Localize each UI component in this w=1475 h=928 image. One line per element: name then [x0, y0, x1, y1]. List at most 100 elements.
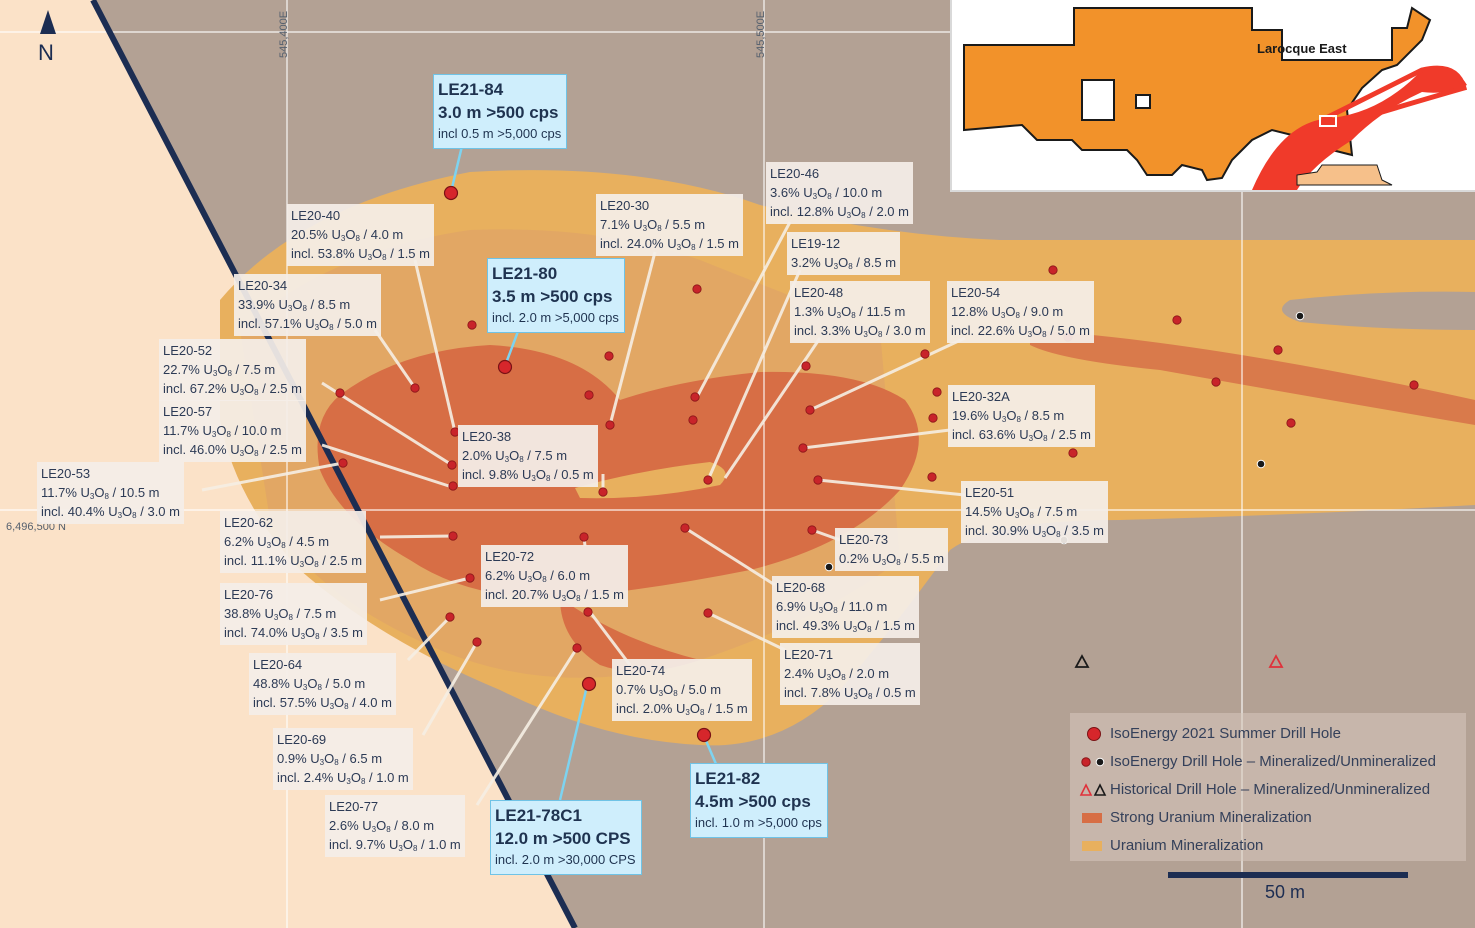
drill-hole: [598, 487, 608, 497]
drill-hole: [335, 388, 345, 398]
subscript: 3: [287, 304, 293, 313]
assay-text: / 1.5 m: [704, 701, 748, 716]
inset-trend-loop: [1320, 65, 1468, 123]
assay-text: O: [857, 618, 868, 633]
assay-text: / 5.5 m: [661, 217, 706, 232]
highlight-incl: incl. 2.0 m >30,000 CPS: [495, 852, 636, 867]
assay-label: LE20-38 2.0% U3O8 / 7.5 m incl. 9.8% U3O8 …: [458, 425, 598, 487]
legend-label: IsoEnergy 2021 Summer Drill Hole: [1110, 725, 1341, 742]
subscript: 3: [319, 758, 325, 767]
drill-hole: [798, 443, 808, 453]
drill-hole: [703, 608, 713, 618]
drill-hole: [448, 481, 458, 491]
assay-label: LE20-34 33.9% U3O8 / 8.5 m incl. 57.1% U3O…: [234, 274, 381, 336]
assay-line: incl. 57.1% U3O8 / 5.0 m: [238, 314, 377, 333]
legend-label: IsoEnergy Drill Hole – Mineralized/Unmin…: [1110, 753, 1436, 770]
subscript: 8: [281, 541, 286, 550]
assay-text: O: [566, 587, 577, 602]
assay-text: O: [851, 204, 862, 219]
drill-hole-unmineralized: [1295, 311, 1305, 321]
subscript: 3: [853, 692, 858, 701]
drill-hole: [448, 531, 458, 541]
assay-text: O: [509, 448, 520, 463]
assay-text: incl. 24.0% U: [600, 236, 677, 251]
assay-text: O: [244, 381, 255, 396]
legend-row: Strong Uranium Mineralization: [1070, 807, 1466, 829]
assay-text: O: [1006, 408, 1017, 423]
assay-text: / 1.0 m: [365, 770, 409, 785]
assay-text: O: [122, 504, 133, 519]
northing-label: 6,496,500 N: [6, 521, 66, 533]
subscript: 8: [288, 613, 293, 622]
assay-text: O: [647, 217, 658, 232]
highlight-LE21-82: LE21-82 4.5m >500 cps incl. 1.0 m >5,000…: [690, 763, 828, 838]
subscript: 8: [360, 777, 366, 786]
assay-line: incl. 30.9% U3O8 / 3.5 m: [965, 521, 1104, 540]
subscript: 3: [1041, 530, 1047, 539]
subscript: 8: [827, 192, 832, 201]
subscript: 8: [302, 304, 307, 313]
hole-id: LE20-48: [794, 285, 844, 300]
assay-line: incl. 24.0% U3O8 / 1.5 m: [600, 234, 739, 253]
assay-text: 0.9% U: [277, 751, 320, 766]
drill-hole: [338, 458, 348, 468]
legend-label: Strong Uranium Mineralization: [1110, 809, 1312, 826]
assay-text: incl. 30.9% U: [965, 523, 1042, 538]
subscript: 8: [851, 311, 856, 320]
assay-line: incl. 2.0% U3O8 / 1.5 m: [616, 699, 748, 718]
assay-text: incl. 20.7% U: [485, 587, 562, 602]
subscript: 8: [104, 492, 109, 501]
assay-line: 12.8% U3O8 / 9.0 m: [951, 302, 1090, 321]
assay-label: LE20-54 12.8% U3O8 / 9.0 m incl. 22.6% U3O…: [947, 281, 1094, 343]
assay-text: / 2.0 m: [845, 666, 890, 681]
subscript: 8: [412, 844, 418, 853]
drill-hole: [805, 405, 815, 415]
hole-id: LE20-68: [776, 580, 826, 595]
hole-id: LE20-69: [277, 732, 327, 747]
subscript: 3: [818, 606, 824, 615]
assay-text: incl. 57.1% U: [238, 316, 315, 331]
subscript: 8: [576, 594, 581, 603]
subscript: 3: [89, 492, 95, 501]
subscript: 8: [334, 758, 339, 767]
assay-line: incl. 3.3% U3O8 / 3.0 m: [794, 321, 926, 340]
drill-hole: [690, 392, 700, 402]
leader-lines: [201, 221, 966, 806]
assay-text: incl. 53.8% U: [291, 246, 368, 261]
drill-hole-unmineralized: [1256, 459, 1266, 469]
assay-line: incl. 74.0% U3O8 / 3.5 m: [224, 623, 363, 642]
subscript: 8: [699, 708, 705, 717]
assay-text: incl. 63.6% U: [952, 427, 1029, 442]
highlight-incl: incl. 2.0 m >5,000 cps: [492, 310, 619, 325]
assay-text: 2.4% U: [784, 666, 827, 681]
assay-line: 11.7% U3O8 / 10.0 m: [163, 421, 302, 440]
assay-text: incl. 46.0% U: [163, 442, 240, 457]
hole-id: LE20-46: [770, 166, 820, 181]
drill-hole: [932, 387, 942, 397]
assay-text: / 1.5 m: [871, 618, 915, 633]
assay-line: incl. 49.3% U3O8 / 1.5 m: [776, 616, 915, 635]
subscript: 3: [1001, 415, 1007, 424]
subscript: 3: [371, 825, 377, 834]
legend-label: Historical Drill Hole – Mineralized/Unmi…: [1110, 781, 1431, 798]
assay-text: / 10.5 m: [108, 485, 160, 500]
assay-text: / 2.5 m: [258, 442, 302, 457]
assay-line: 0.2% U3O8 / 5.5 m: [839, 549, 944, 568]
assay-text: / 8.0 m: [390, 818, 435, 833]
drill-hole-LE21-82: [696, 727, 712, 743]
inset-exclusion-1: [1081, 79, 1115, 121]
assay-line: incl. 57.5% U3O8 / 4.0 m: [253, 693, 392, 712]
assay-line: incl. 67.2% U3O8 / 2.5 m: [163, 379, 302, 398]
assay-text: 3.2% U: [791, 255, 834, 270]
assay-text: / 6.5 m: [338, 751, 383, 766]
assay-line: incl. 9.7% U3O8 / 1.0 m: [329, 835, 461, 854]
assay-text: / 0.5 m: [872, 685, 916, 700]
assay-text: incl. 22.6% U: [951, 323, 1028, 338]
assay-text: incl. 74.0% U: [224, 625, 301, 640]
assay-text: / 5.0 m: [321, 676, 366, 691]
subscript: 8: [861, 211, 866, 220]
highlight-result: 3.0 m >500 cps: [438, 103, 559, 122]
subscript: 8: [833, 606, 838, 615]
hole-id: LE20-76: [224, 587, 274, 602]
